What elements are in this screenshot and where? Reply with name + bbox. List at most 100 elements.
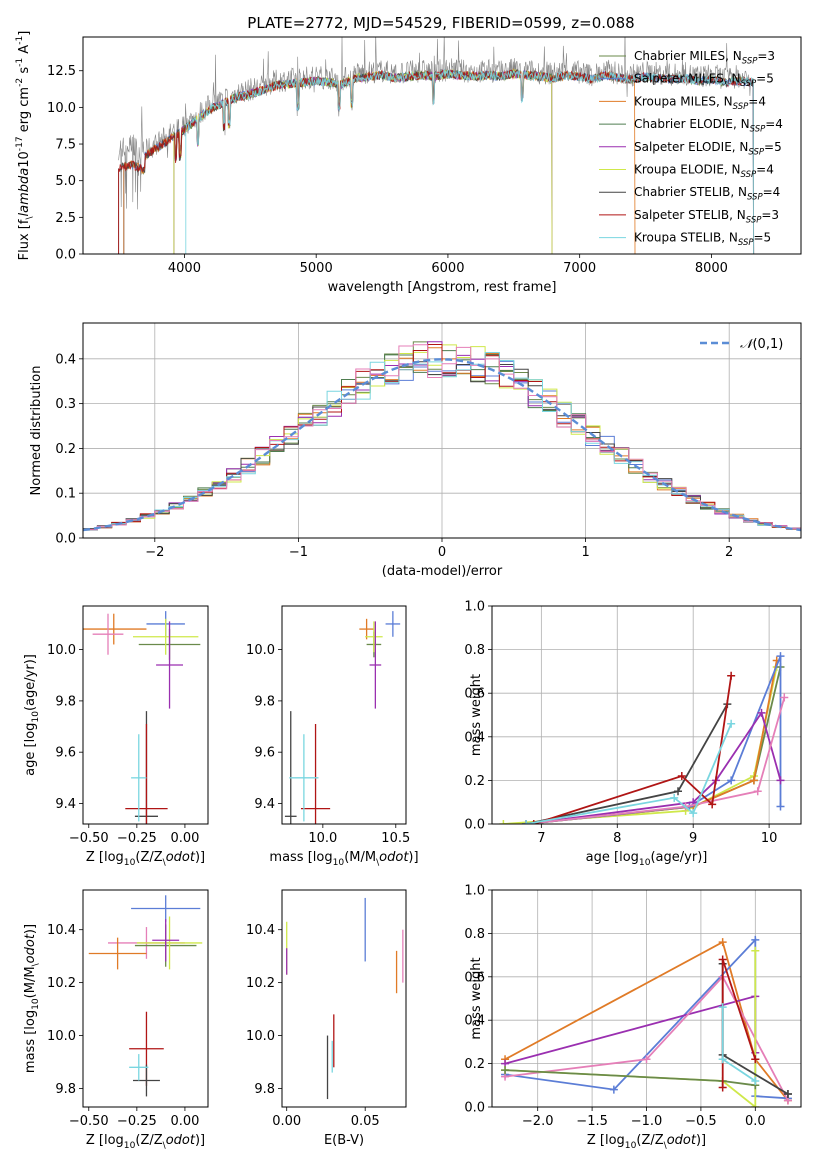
weight-marker (753, 787, 762, 796)
weight-line (526, 697, 786, 824)
y-tick-label: 12.5 (47, 64, 76, 79)
normal-reference-curve (83, 358, 801, 532)
errorbar-point (300, 723, 331, 824)
y-tick-label: 9.8 (254, 1082, 275, 1097)
x-tick-label: 9 (689, 831, 697, 846)
weight-marker (751, 935, 760, 944)
weight-marker (522, 820, 531, 824)
errorbar-point (284, 711, 297, 824)
weight-marker (749, 776, 758, 785)
weight-marker (757, 708, 766, 717)
residuals-panel: −2 −1 0 1 2 0.0 0.1 0.2 0.3 0.4 (data-model)/error… (29, 322, 802, 579)
plot-area (83, 611, 201, 824)
weight-marker (674, 787, 683, 796)
weight-marker (727, 719, 736, 728)
y-tick-label: 9.6 (55, 746, 76, 761)
y-axis-label: age [log10​(age/yr)] (23, 654, 41, 776)
y-tick-label: 10.2 (246, 976, 275, 991)
x-tick-label: 6000 (431, 261, 464, 276)
x-tick-label: 10.5 (381, 831, 410, 846)
weight-marker (780, 693, 789, 702)
errorbar-point (152, 919, 180, 962)
weight-series (501, 992, 760, 1068)
errorbar-point (125, 723, 168, 824)
y-axis-label: mass weight (469, 674, 484, 756)
x-tick-label: 7 (537, 831, 545, 846)
weight-marker (689, 809, 698, 818)
y-tick-label: 9.8 (254, 694, 275, 709)
y-tick-label: 9.4 (55, 797, 76, 812)
x-tick-label: −2 (145, 545, 164, 560)
model-spectrum-line (185, 68, 755, 254)
weight-marker (776, 652, 785, 661)
x-tick-label: 10 (761, 831, 778, 846)
weight-line (526, 660, 778, 824)
axes-frame (491, 889, 802, 1108)
weight-marker (499, 820, 508, 824)
y-tick-label: 9.8 (55, 694, 76, 709)
y-tick-label: 10.4 (246, 923, 275, 938)
errorbar-point (136, 916, 203, 970)
x-axis-label: age [log10​(age/yr)] (586, 850, 708, 868)
x-tick-label: 10.0 (308, 831, 337, 846)
spectrum-panel: 4000 5000 6000 7000 8000 0.0 2.5 5.0 7.5 10.0 12.5… (15, 31, 802, 295)
plot-area (118, 37, 755, 254)
x-tick-label: −0.25 (117, 1114, 157, 1129)
plot-area (284, 611, 401, 824)
weight-marker (718, 955, 727, 964)
y-tick-label: 0.4 (464, 1014, 485, 1029)
y-tick-label: 5.0 (55, 174, 76, 189)
errorbar-point (131, 895, 201, 922)
plot-area (499, 652, 789, 824)
mass-vs-ebv-panel: 0.00 0.05 9.8 10.0 10.2 10.4 E(B-V) (246, 889, 407, 1148)
x-tick-label: −2.0 (522, 1114, 554, 1129)
legend-label: 𝒩(0,1) (740, 337, 783, 352)
x-axis-label: Z [log10​(Z/Z\​odot)] (86, 850, 205, 868)
x-tick-label: −0.5 (685, 1114, 717, 1129)
legend-label: Kroupa ELODIE, NSSP=4 (634, 163, 774, 181)
weight-marker (529, 820, 538, 824)
axes-frame (281, 889, 407, 1108)
legend-label: Chabrier STELIB, NSSP=4 (634, 185, 780, 203)
x-tick-label: 5000 (300, 261, 333, 276)
axes-frame (82, 36, 802, 255)
y-tick-label: 10.0 (47, 1029, 76, 1044)
weight-series (718, 1003, 760, 1085)
errorbar-point (133, 618, 199, 655)
weight-line (526, 710, 782, 824)
weight-series (501, 1066, 760, 1090)
spectrum-legend: Chabrier MILES, NSSP=3 Salpeter MILES, NS… (599, 49, 783, 248)
x-tick-label: 7000 (563, 261, 596, 276)
plot-area (286, 897, 404, 1100)
x-tick-label: 8 (613, 831, 621, 846)
residual-histogram (83, 344, 801, 533)
weight-marker (718, 1003, 727, 1012)
age-vs-mass-panel: 10.0 10.5 9.4 9.6 9.8 10.0 mass [log10​(M/M\​o… (246, 605, 419, 868)
y-tick-label: 10.0 (246, 643, 275, 658)
model-spectrum-line (118, 69, 755, 254)
weight-marker (776, 776, 785, 785)
weight-marker (718, 1083, 727, 1092)
weight-marker (609, 1085, 618, 1094)
legend-label: Salpeter MILES, NSSP=5 (634, 72, 774, 90)
x-axis-label: wavelength [Angstrom, rest frame] (328, 280, 557, 295)
weight-marker (751, 1055, 760, 1064)
x-tick-label: 0 (438, 545, 446, 560)
errorbar-point (129, 1054, 149, 1081)
x-tick-label: 0.00 (170, 1114, 199, 1129)
x-tick-label: −0.25 (117, 831, 157, 846)
legend-label: Chabrier ELODIE, NSSP=4 (634, 117, 783, 135)
y-tick-label: 0.1 (55, 487, 76, 502)
errorbar-point (131, 734, 147, 822)
weight-line (533, 675, 733, 824)
y-tick-label: 0.0 (55, 248, 76, 263)
y-tick-label: 10.4 (47, 923, 76, 938)
x-tick-label: 0.0 (745, 1114, 766, 1129)
x-tick-label: 0.05 (351, 1114, 380, 1129)
plot-area (88, 895, 203, 1097)
weight-marker (670, 793, 679, 802)
weight-series (522, 700, 732, 824)
weight-line (526, 666, 782, 824)
x-tick-label: 4000 (168, 261, 201, 276)
